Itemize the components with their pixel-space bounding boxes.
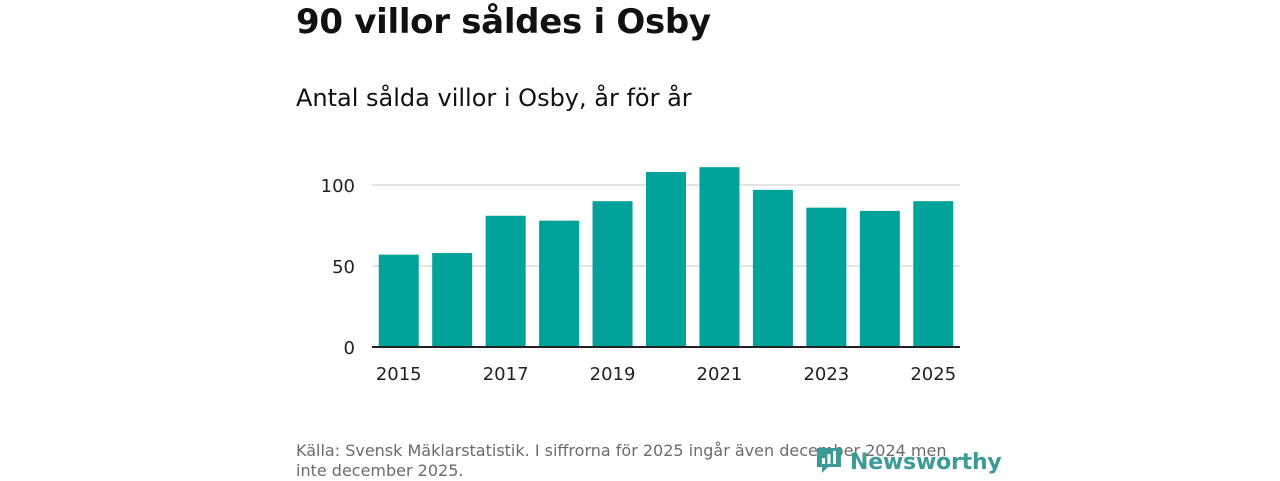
source-note: Källa: Svensk Mäklarstatistik. I siffror…: [296, 441, 947, 480]
x-tick-label: 2023: [803, 364, 849, 385]
bars: [378, 167, 954, 347]
y-tick-label: 0: [344, 338, 355, 359]
bar-2018: [539, 220, 580, 347]
y-axis-tick-labels: 0 50 100: [321, 176, 355, 359]
bar-2023: [806, 207, 847, 347]
bar-chart-speech-bubble-icon: [814, 445, 844, 479]
bar-2017: [485, 215, 526, 347]
x-tick-label: 2017: [483, 364, 529, 385]
chart-title: 90 villor såldes i Osby: [296, 2, 711, 42]
x-tick-label: 2015: [376, 364, 422, 385]
bar-2020: [646, 172, 686, 347]
bar-2019: [592, 201, 633, 347]
bar-2025: [913, 201, 954, 347]
x-tick-label: 2025: [910, 364, 956, 385]
bar-2021: [699, 167, 740, 347]
chart-subtitle: Antal sålda villor i Osby, år för år: [296, 84, 692, 112]
y-tick-label: 50: [332, 257, 355, 278]
bar-2016: [432, 253, 473, 347]
x-tick-label: 2021: [697, 364, 743, 385]
brand-logo[interactable]: Newsworthy: [814, 446, 1002, 478]
bar-2015: [378, 254, 419, 347]
x-tick-label: 2019: [590, 364, 636, 385]
brand-name: Newsworthy: [850, 449, 1002, 475]
bar-2024: [859, 210, 900, 347]
x-axis-tick-labels: 2015 2017 2019 2021 2023 2025: [376, 364, 956, 385]
bar-2022: [752, 189, 793, 347]
y-tick-label: 100: [321, 176, 355, 197]
